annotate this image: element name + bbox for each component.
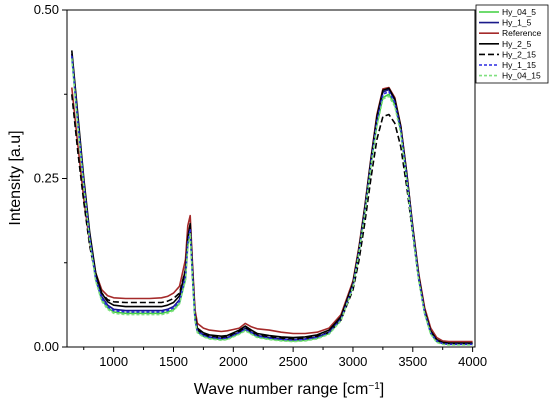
series-line-Reference bbox=[71, 86, 473, 343]
y-tick-label: 0.25 bbox=[34, 171, 59, 186]
x-tick-label: 3000 bbox=[338, 354, 367, 369]
y-axis-label: Intensity [a.u] bbox=[7, 130, 24, 225]
x-axis-label-superscript: −1 bbox=[368, 381, 380, 392]
legend-label-Hy_04_15: Hy_04_15 bbox=[502, 71, 541, 81]
legend-label-Hy_2_5: Hy_2_5 bbox=[502, 39, 532, 49]
x-axis-label: Wave number range [cm−1] bbox=[194, 381, 384, 399]
y-tick-label: 0.00 bbox=[34, 339, 59, 354]
y-tick-label: 0.50 bbox=[34, 2, 59, 17]
legend-label-Reference: Reference bbox=[502, 28, 541, 38]
x-tick-label: 1500 bbox=[159, 354, 188, 369]
x-tick-label: 1000 bbox=[99, 354, 128, 369]
legend: Hy_04_5Hy_1_5ReferenceHy_2_5Hy_2_15Hy_1_… bbox=[475, 4, 549, 84]
legend-label-Hy_1_15: Hy_1_15 bbox=[502, 60, 536, 70]
plot-frame bbox=[66, 9, 476, 348]
legend-label-Hy_1_5: Hy_1_5 bbox=[502, 18, 532, 28]
series-line-Hy_2_15 bbox=[71, 94, 473, 345]
ticks-layer: 1000 1500 2000 2500 3000 3500 4000 0.00 0.25 0.50 bbox=[34, 2, 487, 369]
legend-label-Hy_04_5: Hy_04_5 bbox=[502, 7, 536, 17]
x-tick-label: 3500 bbox=[398, 354, 427, 369]
series-layer bbox=[71, 50, 473, 346]
series-line-Hy_1_15 bbox=[71, 55, 473, 346]
x-tick-label: 4000 bbox=[458, 354, 487, 369]
series-line-Hy_04_15 bbox=[71, 58, 473, 346]
x-tick-label: 2000 bbox=[219, 354, 248, 369]
x-tick-label: 2500 bbox=[279, 354, 308, 369]
series-line-Hy_1_5 bbox=[71, 53, 473, 345]
series-line-Hy_04_5 bbox=[71, 57, 473, 346]
legend-label-Hy_2_15: Hy_2_15 bbox=[502, 49, 536, 59]
